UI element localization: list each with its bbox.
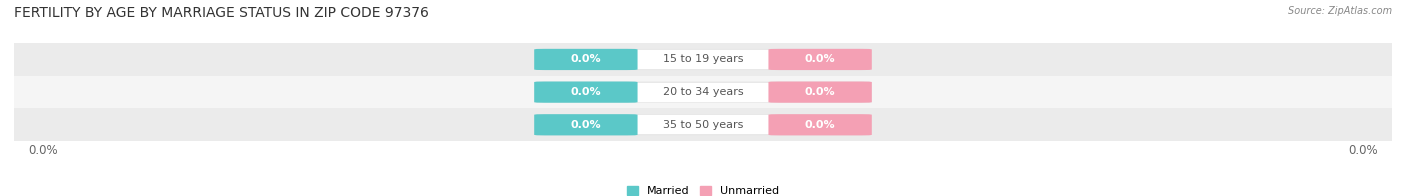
FancyBboxPatch shape [627, 83, 779, 102]
FancyBboxPatch shape [534, 82, 637, 103]
Text: 0.0%: 0.0% [804, 87, 835, 97]
Text: 0.0%: 0.0% [571, 54, 602, 64]
Legend: Married, Unmarried: Married, Unmarried [627, 186, 779, 196]
FancyBboxPatch shape [769, 82, 872, 103]
FancyBboxPatch shape [627, 50, 779, 69]
Text: 0.0%: 0.0% [804, 120, 835, 130]
Text: 15 to 19 years: 15 to 19 years [662, 54, 744, 64]
FancyBboxPatch shape [534, 82, 872, 103]
FancyBboxPatch shape [769, 49, 872, 70]
Text: 0.0%: 0.0% [804, 54, 835, 64]
FancyBboxPatch shape [14, 43, 1392, 76]
Text: 0.0%: 0.0% [571, 87, 602, 97]
FancyBboxPatch shape [14, 76, 1392, 108]
Text: Source: ZipAtlas.com: Source: ZipAtlas.com [1288, 6, 1392, 16]
FancyBboxPatch shape [627, 115, 779, 134]
FancyBboxPatch shape [534, 49, 872, 70]
Text: 0.0%: 0.0% [1348, 144, 1378, 157]
Text: FERTILITY BY AGE BY MARRIAGE STATUS IN ZIP CODE 97376: FERTILITY BY AGE BY MARRIAGE STATUS IN Z… [14, 6, 429, 20]
FancyBboxPatch shape [534, 114, 872, 135]
Text: 20 to 34 years: 20 to 34 years [662, 87, 744, 97]
FancyBboxPatch shape [14, 108, 1392, 141]
Text: 0.0%: 0.0% [28, 144, 58, 157]
FancyBboxPatch shape [534, 49, 637, 70]
Text: 0.0%: 0.0% [571, 120, 602, 130]
Text: 35 to 50 years: 35 to 50 years [662, 120, 744, 130]
FancyBboxPatch shape [769, 114, 872, 135]
FancyBboxPatch shape [534, 114, 637, 135]
